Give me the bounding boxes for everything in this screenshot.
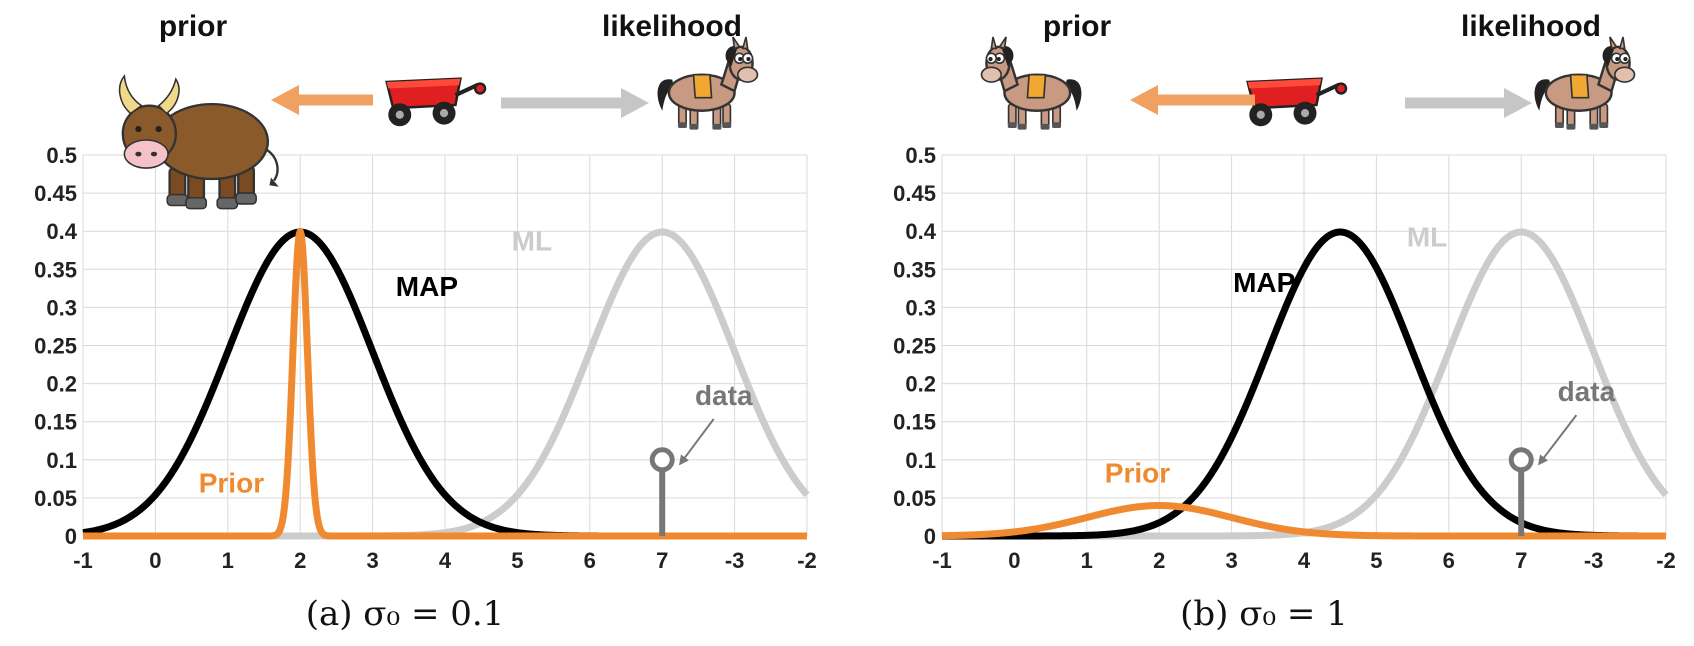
series-label-map: MAP	[396, 271, 458, 302]
x-tick-label: 2	[1153, 548, 1165, 573]
y-tick-label: 0.25	[34, 334, 77, 359]
x-tick-label: 1	[222, 548, 234, 573]
y-tick-label: 0.15	[893, 410, 936, 435]
bull-icon	[118, 74, 279, 210]
y-tick-label: 0.5	[905, 143, 936, 168]
y-tick-label: 0.2	[905, 372, 936, 397]
data-label: data	[1558, 376, 1616, 407]
x-tick-label: 5	[511, 548, 523, 573]
series-label-prior: Prior	[199, 468, 264, 499]
series-line-prior	[939, 502, 1669, 540]
arrow-to-prior	[1130, 85, 1255, 115]
caption: (a) σ₀ = 0.1	[306, 594, 505, 634]
prior-header-label: prior	[159, 10, 228, 43]
x-tick-label: 5	[1370, 548, 1382, 573]
y-tick-label: 0.45	[34, 181, 77, 206]
prior-header-label: prior	[1043, 10, 1112, 43]
curves	[80, 227, 810, 540]
y-tick-label: 0.05	[34, 486, 77, 511]
y-tick-label: 0.3	[46, 295, 77, 320]
series-labels: MAP ML Prior	[1105, 221, 1447, 488]
y-tick-label: 0.4	[905, 219, 936, 244]
y-tick-label: 0.15	[34, 410, 77, 435]
data-arrow	[1537, 414, 1578, 466]
x-tick-label: -2	[797, 548, 817, 573]
x-tick-label: 0	[1008, 548, 1020, 573]
horse-icon	[1534, 36, 1636, 130]
arrow-to-likelihood	[1405, 88, 1532, 118]
data-point-marker	[1508, 447, 1534, 473]
data-point: data	[1508, 376, 1616, 536]
y-tick-label: 0.1	[905, 448, 936, 473]
y-tick-label: 0	[65, 524, 77, 549]
y-tick-label: 0.05	[893, 486, 936, 511]
x-tick-label: 6	[1443, 548, 1455, 573]
arrow-to-likelihood	[501, 88, 649, 118]
series-label-prior: Prior	[1105, 458, 1170, 489]
y-tick-label: 0.35	[34, 257, 77, 282]
x-tick-label: 0	[149, 548, 161, 573]
caption: (b) σ₀ = 1	[1180, 594, 1348, 634]
y-tick-label: 0.45	[893, 181, 936, 206]
likelihood-header-label: likelihood	[602, 10, 742, 43]
data-label: data	[695, 380, 753, 411]
arrow-to-prior	[271, 85, 373, 115]
header-illustration: prior likelihood	[980, 10, 1636, 130]
x-tick-label: 7	[656, 548, 668, 573]
x-tick-label: -3	[1584, 548, 1604, 573]
data-arrow	[679, 418, 715, 466]
y-tick-label: 0.1	[46, 448, 77, 473]
wagon-icon	[385, 77, 487, 127]
series-line-prior	[80, 227, 810, 540]
y-tick-label: 0.5	[46, 143, 77, 168]
y-tick-label: 0.35	[893, 257, 936, 282]
x-tick-label: 2	[294, 548, 306, 573]
y-tick-label: 0.25	[893, 334, 936, 359]
y-tick-label: 0.2	[46, 372, 77, 397]
series-line-map	[939, 228, 1669, 540]
y-tick-label: 0.3	[905, 295, 936, 320]
y-tick-label: 0	[924, 524, 936, 549]
data-point: data	[649, 380, 753, 536]
header-illustration: prior likelihood	[118, 10, 759, 210]
x-tick-label: 7	[1515, 548, 1527, 573]
tick-labels: -1 0 1 2 3 4 5 6 7 -3 -200.050.10.150.20.250.30.35…	[893, 143, 1676, 573]
x-tick-label: 6	[584, 548, 596, 573]
series-label-ml: ML	[1407, 221, 1447, 252]
x-tick-label: -1	[73, 548, 93, 573]
horse-icon	[980, 36, 1082, 130]
tick-labels: -1 0 1 2 3 4 5 6 7 -3 -200.050.10.150.20.250.30.35…	[34, 143, 817, 573]
likelihood-header-label: likelihood	[1461, 10, 1601, 43]
curves	[939, 228, 1669, 540]
x-tick-label: 4	[439, 548, 452, 573]
x-tick-label: 3	[1225, 548, 1237, 573]
series-label-ml: ML	[512, 225, 552, 256]
data-point-marker	[649, 447, 675, 473]
x-tick-label: -2	[1656, 548, 1676, 573]
series-labels: MAP ML Prior	[199, 225, 552, 498]
x-tick-label: -3	[725, 548, 745, 573]
x-tick-label: 3	[366, 548, 378, 573]
series-label-map: MAP	[1233, 267, 1295, 298]
x-tick-label: 1	[1081, 548, 1093, 573]
wagon-icon	[1246, 77, 1348, 127]
x-tick-label: 4	[1298, 548, 1311, 573]
horse-icon	[657, 36, 759, 130]
y-tick-label: 0.4	[46, 219, 77, 244]
x-tick-label: -1	[932, 548, 952, 573]
